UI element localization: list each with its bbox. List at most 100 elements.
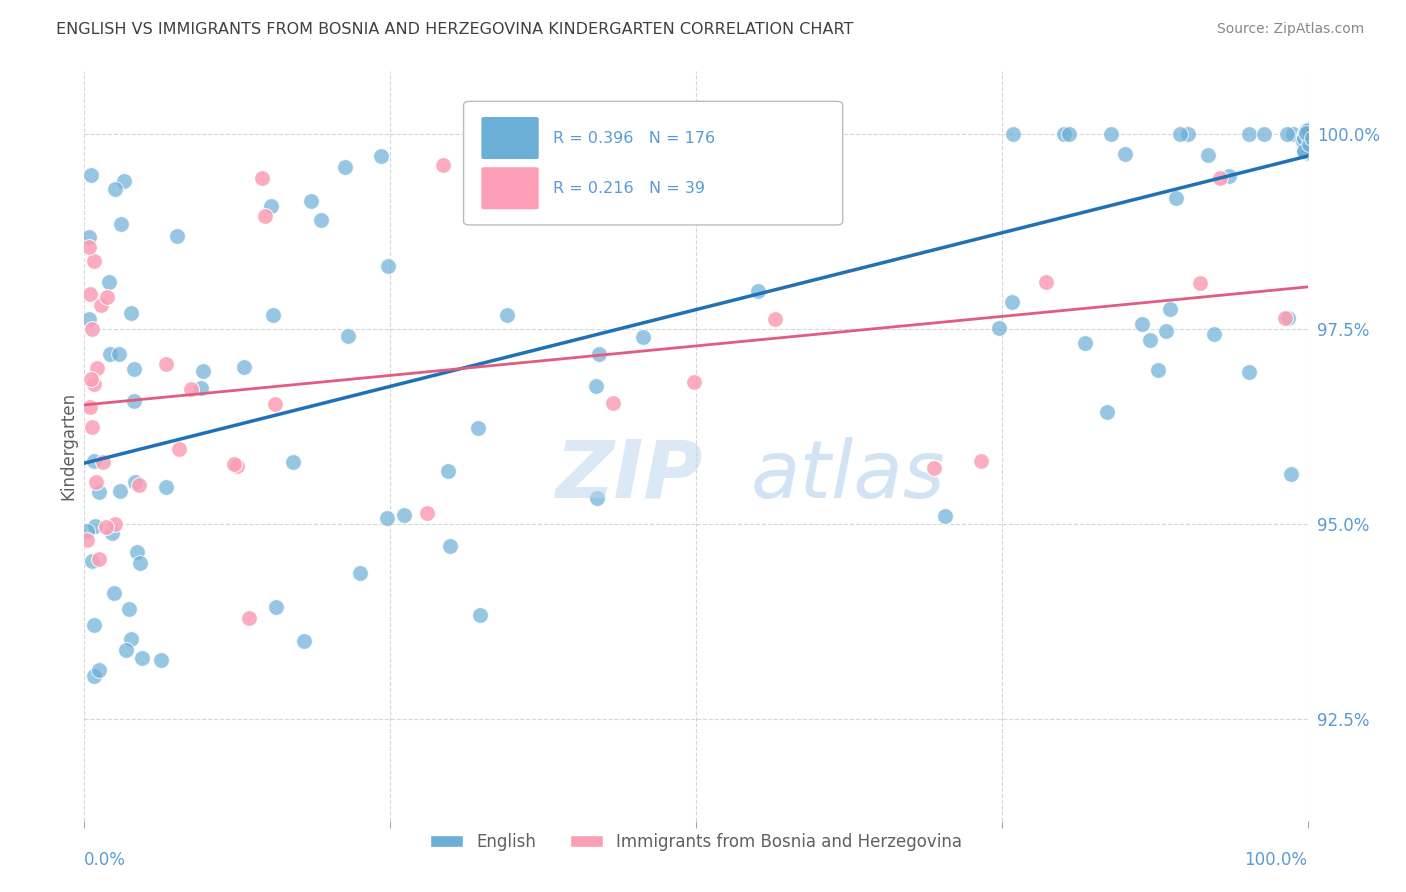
Point [309, 213, 332, 227]
Point [1295, 127, 1317, 141]
Point [83, 618, 105, 632]
Point [76, 533, 98, 547]
FancyBboxPatch shape [481, 167, 540, 210]
Point [226, 459, 249, 474]
Point [122, 362, 145, 376]
Point [108, 483, 131, 498]
Point [370, 149, 392, 163]
Point [1237, 127, 1260, 141]
Point [104, 517, 127, 532]
Point [1294, 142, 1316, 156]
Point [747, 284, 769, 298]
Point [499, 135, 522, 149]
Point [1299, 123, 1322, 137]
Point [1168, 127, 1191, 141]
Point [77, 311, 100, 326]
Point [1299, 132, 1322, 146]
FancyBboxPatch shape [464, 102, 842, 225]
Point [1218, 169, 1240, 183]
Point [1294, 131, 1316, 145]
Point [1164, 191, 1187, 205]
Point [1298, 126, 1320, 140]
Point [1295, 136, 1317, 151]
Point [1296, 123, 1319, 137]
Point [86, 360, 108, 375]
Point [585, 379, 607, 393]
Point [1035, 275, 1057, 289]
Point [1099, 127, 1122, 141]
Point [624, 150, 647, 164]
Point [1295, 123, 1317, 137]
Point [1294, 144, 1316, 158]
Point [100, 526, 122, 541]
Point [1298, 137, 1320, 152]
Point [112, 174, 135, 188]
Point [120, 305, 142, 319]
Point [763, 311, 786, 326]
Point [238, 611, 260, 625]
Point [1139, 333, 1161, 347]
Point [1002, 127, 1025, 141]
Point [1277, 310, 1299, 325]
Point [1296, 142, 1319, 156]
Point [934, 509, 956, 524]
Point [80, 322, 103, 336]
Point [1299, 128, 1322, 142]
Point [96, 290, 118, 304]
Point [232, 359, 254, 374]
Text: Source: ZipAtlas.com: Source: ZipAtlas.com [1216, 22, 1364, 37]
Point [131, 650, 153, 665]
Point [254, 209, 277, 223]
Point [1296, 123, 1319, 137]
Point [1301, 130, 1323, 145]
Point [602, 396, 624, 410]
Text: ENGLISH VS IMMIGRANTS FROM BOSNIA AND HERZEGOVINA KINDERGARTEN CORRELATION CHART: ENGLISH VS IMMIGRANTS FROM BOSNIA AND HE… [56, 22, 853, 37]
Point [124, 475, 146, 490]
Point [1292, 142, 1315, 156]
Point [108, 347, 131, 361]
Text: R = 0.396   N = 176: R = 0.396 N = 176 [553, 130, 716, 145]
Point [1295, 123, 1317, 137]
Point [91, 455, 114, 469]
Point [1299, 136, 1322, 150]
Point [149, 653, 172, 667]
Point [1274, 311, 1296, 326]
Point [1301, 128, 1323, 143]
Point [77, 230, 100, 244]
Point [1296, 123, 1319, 137]
Point [127, 545, 149, 559]
Text: atlas: atlas [751, 437, 946, 515]
Point [683, 375, 706, 389]
Point [1253, 127, 1275, 141]
Point [1298, 128, 1320, 143]
Point [699, 141, 721, 155]
Point [1301, 138, 1323, 153]
Point [1295, 136, 1317, 151]
Point [1292, 139, 1315, 153]
Legend: English, Immigrants from Bosnia and Herzegovina: English, Immigrants from Bosnia and Herz… [423, 826, 969, 857]
Point [120, 632, 142, 646]
Point [1295, 136, 1317, 151]
Point [1296, 132, 1319, 146]
Point [1296, 134, 1319, 148]
Point [1294, 126, 1316, 140]
Point [1275, 127, 1298, 141]
Point [588, 347, 610, 361]
Point [467, 421, 489, 435]
Point [264, 599, 287, 614]
Point [416, 506, 439, 520]
Point [1295, 144, 1317, 158]
Point [1159, 302, 1181, 317]
Point [1237, 365, 1260, 379]
Point [155, 357, 177, 371]
Point [1177, 127, 1199, 141]
Point [222, 457, 245, 471]
Point [1299, 142, 1322, 156]
Point [1296, 130, 1319, 145]
Point [1295, 126, 1317, 140]
Point [1295, 128, 1317, 142]
Point [262, 308, 284, 322]
Point [1298, 126, 1320, 140]
Point [1301, 136, 1323, 150]
Point [82, 420, 104, 434]
